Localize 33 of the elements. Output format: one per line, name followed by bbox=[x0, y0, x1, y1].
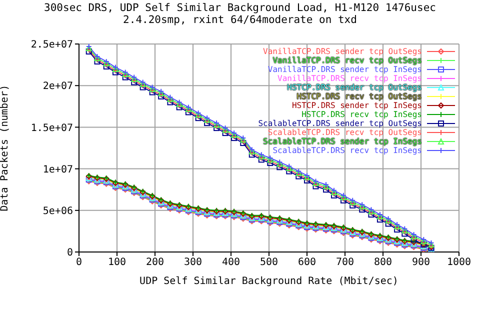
legend-label: ScalableTCP.DRS sender tcp InSegs bbox=[263, 137, 422, 146]
legend-label: VanillaTCP.DRS sender tcp InSegs bbox=[268, 65, 422, 74]
x-tick-label: 1000 bbox=[446, 257, 472, 268]
legend-label: VanillaTCP.DRS sender tcp OutSegs bbox=[263, 47, 422, 56]
x-tick-label: 300 bbox=[184, 257, 202, 268]
x-tick-label: 0 bbox=[76, 257, 82, 268]
x-tick-label: 200 bbox=[146, 257, 164, 268]
y-axis-title: Data Packets (number) bbox=[0, 84, 11, 212]
legend-label: HSTCP.DRS recv tcp InSegs bbox=[302, 110, 422, 119]
y-tick-label: 0 bbox=[66, 248, 73, 259]
x-tick-label: 100 bbox=[108, 257, 126, 268]
x-tick-label: 900 bbox=[412, 257, 430, 268]
y-tick-label: 2e+07 bbox=[42, 81, 73, 92]
y-tick-label: 1e+07 bbox=[42, 164, 73, 176]
legend-label: ScalableTCP.DRS recv tcp OutSegs bbox=[268, 128, 422, 137]
legend-label: ScalableTCP.DRS recv tcp InSegs bbox=[272, 146, 422, 155]
x-tick-label: 600 bbox=[298, 257, 316, 268]
y-tick-label: 1.5e+07 bbox=[30, 122, 73, 134]
legend-label: ScalableTCP.DRS sender tcp OutSegs bbox=[258, 119, 422, 128]
y-tick-label: 2.5e+07 bbox=[30, 40, 73, 51]
y-tick-label: 5e+06 bbox=[42, 206, 73, 217]
x-tick-label: 800 bbox=[374, 257, 392, 268]
x-tick-label: 400 bbox=[222, 257, 240, 268]
legend-label: VanillaTCP.DRS recv tcp InSegs bbox=[278, 74, 422, 83]
legend-label: HSTCP.DRS recv tcp OutSegs bbox=[296, 92, 422, 101]
x-tick-label: 700 bbox=[336, 257, 354, 268]
legend-label: HSTCP.DRS sender tcp InSegs bbox=[292, 101, 422, 110]
chart-subtitle: 2.4.20smp, rxint 64/64moderate on txd bbox=[122, 14, 358, 26]
legend-label: HSTCP.DRS sender tcp OutSegs bbox=[287, 83, 422, 92]
chart-title: 300sec DRS, UDP Self Similar Background Load, H1-M120 1476usec bbox=[43, 2, 437, 14]
legend-label: VanillaTCP.DRS recv tcp OutSegs bbox=[272, 56, 422, 65]
x-axis-title: UDP Self Similar Background Rate (Mbit/sec) bbox=[140, 276, 398, 287]
x-tick-label: 500 bbox=[260, 257, 278, 268]
